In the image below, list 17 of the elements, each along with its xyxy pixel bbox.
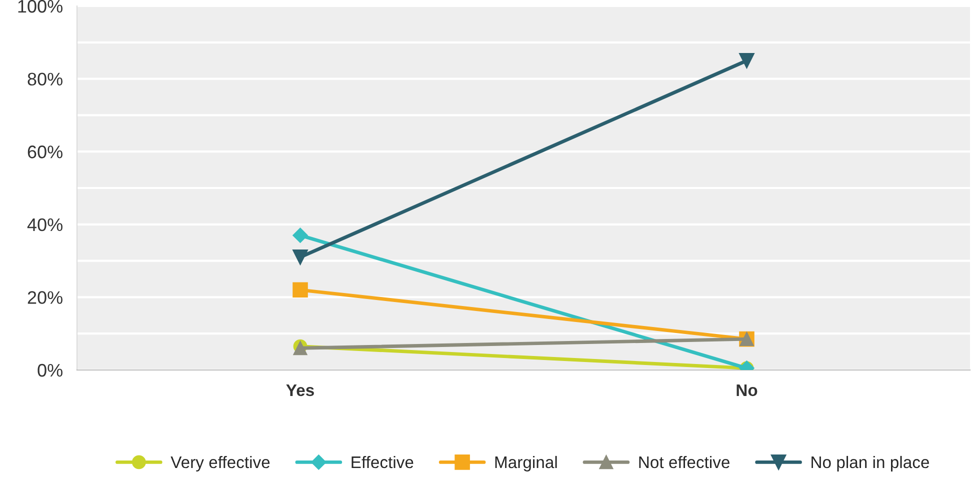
legend-label: Not effective — [639, 456, 730, 468]
y-tick-label: 0% — [38, 364, 62, 377]
legend-label: No plan in place — [812, 456, 930, 472]
point — [292, 228, 308, 243]
y-tick-label: 100% — [18, 0, 62, 13]
legend-label: Effective — [352, 456, 414, 468]
legend-label: Marginal — [495, 456, 557, 472]
point — [739, 52, 754, 68]
point — [292, 282, 308, 298]
x-tick-label: Yes — [286, 384, 314, 396]
y-tick-label: 20% — [28, 291, 62, 304]
y-tick-label: 60% — [28, 146, 62, 158]
x-tick-label: No — [736, 384, 758, 396]
y-tick-label: 80% — [28, 72, 62, 86]
y-tick-label: 40% — [27, 218, 62, 232]
point — [292, 250, 308, 265]
legend-label: Very effective — [170, 456, 270, 472]
